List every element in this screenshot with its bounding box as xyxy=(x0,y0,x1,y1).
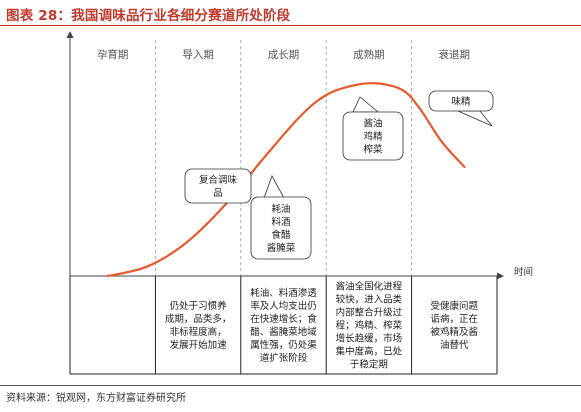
annotation-text: 鸡精 xyxy=(363,131,383,143)
stage-label-1: 孕育期 xyxy=(97,48,129,61)
bubble-box xyxy=(184,168,252,204)
bubble-box xyxy=(428,90,494,112)
annotation-text: 料酒 xyxy=(271,216,291,228)
table-cell-line: 酱油全国化进程 xyxy=(336,281,403,293)
axes xyxy=(66,31,504,280)
annotation-text: 酱油 xyxy=(363,118,382,130)
bubble-tail xyxy=(457,110,493,127)
table-cell-line: 属性强，仍处渠 xyxy=(250,339,317,351)
annotation-text: 酱腌菜 xyxy=(267,242,296,254)
figure-title: 图表 28：我国调味品行业各细分赛道所处阶段 xyxy=(6,8,291,24)
table-cell-line: 集中度高，已处 xyxy=(336,346,403,358)
table-cell-line: 受健康问题 xyxy=(431,300,479,312)
table-cell-line: 耗油、料酒渗透 xyxy=(250,287,317,299)
annotation-text: 味精 xyxy=(451,96,471,108)
stage-label-3: 成长期 xyxy=(268,49,300,61)
bubble-box xyxy=(250,196,312,260)
stage-label-5: 衰退期 xyxy=(439,48,471,61)
source-note: 资料来源：锐观网，东方财富证券研究所 xyxy=(6,393,186,404)
table-cell-line: 发展开始加速 xyxy=(170,339,228,351)
table-cell-line: 程；鸡精、榨菜 xyxy=(336,320,403,332)
table-cell-line: 仍处于习惯养 xyxy=(170,300,228,312)
table-cell-line: 于稳定期 xyxy=(350,359,388,371)
annotation-text: 榨菜 xyxy=(363,144,383,156)
lifecycle-curve xyxy=(106,82,466,278)
table-cell-line: 增长趋缓，市场 xyxy=(336,333,403,345)
table-cell-line: 被鸡精及酱 xyxy=(431,326,479,338)
stage-label-2: 导入期 xyxy=(182,49,214,61)
stage-label-4: 成熟期 xyxy=(353,48,385,61)
stage-labels: 孕育期 导入期 成长期 成熟期 衰退期 xyxy=(97,48,470,61)
bubble-tail xyxy=(263,175,285,199)
table-cell-line: 非标程度高， xyxy=(170,326,227,338)
annotation-text: 食醋 xyxy=(271,229,291,241)
table-cell-line: 醋、酱腌菜地域 xyxy=(250,326,317,338)
source-rule xyxy=(0,385,581,386)
table-cell-line: 较快，进入品类 xyxy=(336,294,403,306)
annotation-text: 品 xyxy=(213,188,223,199)
lifecycle-curve-layer xyxy=(106,82,466,278)
table-cell-line: 诟病，正在 xyxy=(431,313,479,325)
x-axis-label: 时间 xyxy=(514,266,533,278)
annotation-bubble: 味精 xyxy=(428,90,494,127)
annotation-text: 耗油 xyxy=(271,203,290,215)
table-cell-line: 油替代 xyxy=(440,339,469,351)
table-cell-line: 内部整合升级过 xyxy=(336,307,403,319)
annotation-text: 复合调味 xyxy=(199,174,238,186)
bubble-tail xyxy=(352,96,380,113)
bubble-box xyxy=(342,111,404,161)
title-rule xyxy=(0,25,581,26)
table-cell-line: 率及人均支出仍 xyxy=(250,300,317,312)
table-cell-line: 道扩张阶段 xyxy=(260,352,308,364)
table-cell-line: 在快速增长；食 xyxy=(250,313,317,325)
table-cell-line: 成期，品类多， xyxy=(165,313,232,325)
